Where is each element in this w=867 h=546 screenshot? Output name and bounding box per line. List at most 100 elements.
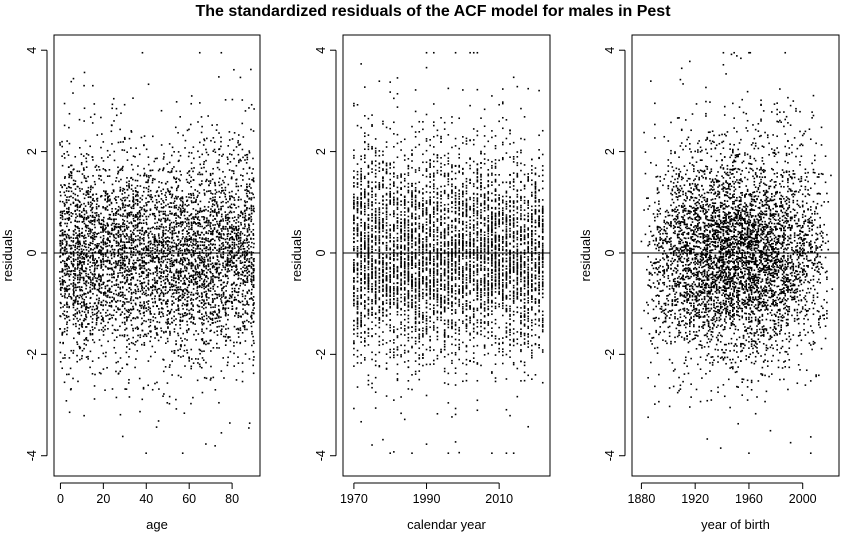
residual-point <box>79 260 81 262</box>
residual-point <box>220 233 222 235</box>
residual-point <box>145 452 147 454</box>
residual-point <box>74 193 77 196</box>
residual-point <box>220 205 222 208</box>
residual-point <box>115 242 118 244</box>
residual-point <box>102 281 105 284</box>
residual-point <box>193 278 195 281</box>
residual-point <box>91 251 94 254</box>
residual-point <box>178 206 180 209</box>
residual-point <box>209 317 211 320</box>
residual-point <box>124 209 127 212</box>
residual-point <box>222 226 225 228</box>
residual-point <box>85 212 88 214</box>
residual-point <box>138 153 141 156</box>
residual-point <box>153 212 156 215</box>
residual-point <box>216 220 218 223</box>
residual-point <box>182 302 184 305</box>
residual-point <box>233 365 235 367</box>
residual-point <box>164 275 167 278</box>
residual-point <box>246 156 249 159</box>
residual-point <box>171 350 173 353</box>
residual-point <box>97 302 100 305</box>
residual-point <box>61 155 63 157</box>
residual-point <box>104 260 107 262</box>
residual-point <box>100 179 103 181</box>
residual-point <box>104 192 107 195</box>
residual-point <box>178 159 180 162</box>
residual-point <box>117 213 120 215</box>
residual-point <box>247 218 250 220</box>
residual-point <box>173 315 175 318</box>
residual-point <box>77 199 79 202</box>
residual-point <box>220 236 222 239</box>
residual-point <box>252 251 255 254</box>
residual-point <box>237 185 240 188</box>
residual-point <box>83 414 85 417</box>
residual-point <box>127 311 130 313</box>
residual-point <box>158 313 160 315</box>
residual-point <box>139 267 142 269</box>
residual-point <box>69 251 72 254</box>
residual-point <box>126 241 129 244</box>
residual-point <box>187 245 190 247</box>
residual-point <box>83 120 85 122</box>
residual-point <box>97 205 100 208</box>
residual-point <box>91 284 94 287</box>
residual-point <box>240 174 242 176</box>
residual-point <box>119 325 121 328</box>
residual-point <box>229 206 232 209</box>
residual-point <box>186 289 189 292</box>
residual-point <box>230 195 233 197</box>
residual-point <box>141 265 143 267</box>
residual-point <box>250 128 252 131</box>
residual-point <box>173 229 176 231</box>
residual-point <box>134 297 137 299</box>
residual-point <box>66 257 69 260</box>
residual-point <box>66 290 68 293</box>
residual-point <box>252 285 255 288</box>
residual-point <box>74 322 77 325</box>
residual-point <box>235 328 238 331</box>
residual-point <box>224 273 227 276</box>
residual-point <box>244 201 247 204</box>
residual-point <box>169 250 171 253</box>
residual-point <box>136 226 138 229</box>
residual-point <box>128 301 130 303</box>
residual-point <box>83 207 85 210</box>
residual-point <box>209 240 211 243</box>
residual-point <box>184 227 186 229</box>
residual-point <box>178 291 180 294</box>
residual-point <box>205 306 207 309</box>
residual-point <box>96 280 98 283</box>
residual-point <box>164 252 167 255</box>
residual-point <box>154 282 156 285</box>
residual-point <box>243 280 246 282</box>
residual-point <box>214 224 216 226</box>
residual-point <box>100 146 102 149</box>
residual-point <box>123 265 126 267</box>
residual-point <box>177 244 179 247</box>
residual-point <box>119 281 122 284</box>
residual-point <box>100 291 102 293</box>
residual-point <box>253 257 255 260</box>
residual-point <box>227 336 229 339</box>
residual-point <box>126 234 128 237</box>
residual-point <box>119 141 122 143</box>
residual-point <box>59 277 61 279</box>
residual-point <box>140 323 143 326</box>
residual-point <box>231 305 234 308</box>
residual-point <box>75 232 77 234</box>
residual-point <box>121 293 124 296</box>
residual-point <box>198 311 201 313</box>
residual-point <box>162 188 165 191</box>
residual-point <box>140 254 143 256</box>
residual-point <box>81 297 84 300</box>
residual-point <box>72 287 75 289</box>
residual-point <box>89 145 91 148</box>
residual-point <box>66 258 68 261</box>
residual-point <box>168 241 171 243</box>
residual-point <box>235 269 238 271</box>
residual-point <box>165 229 167 231</box>
residual-point <box>239 327 242 329</box>
residual-point <box>162 167 165 169</box>
